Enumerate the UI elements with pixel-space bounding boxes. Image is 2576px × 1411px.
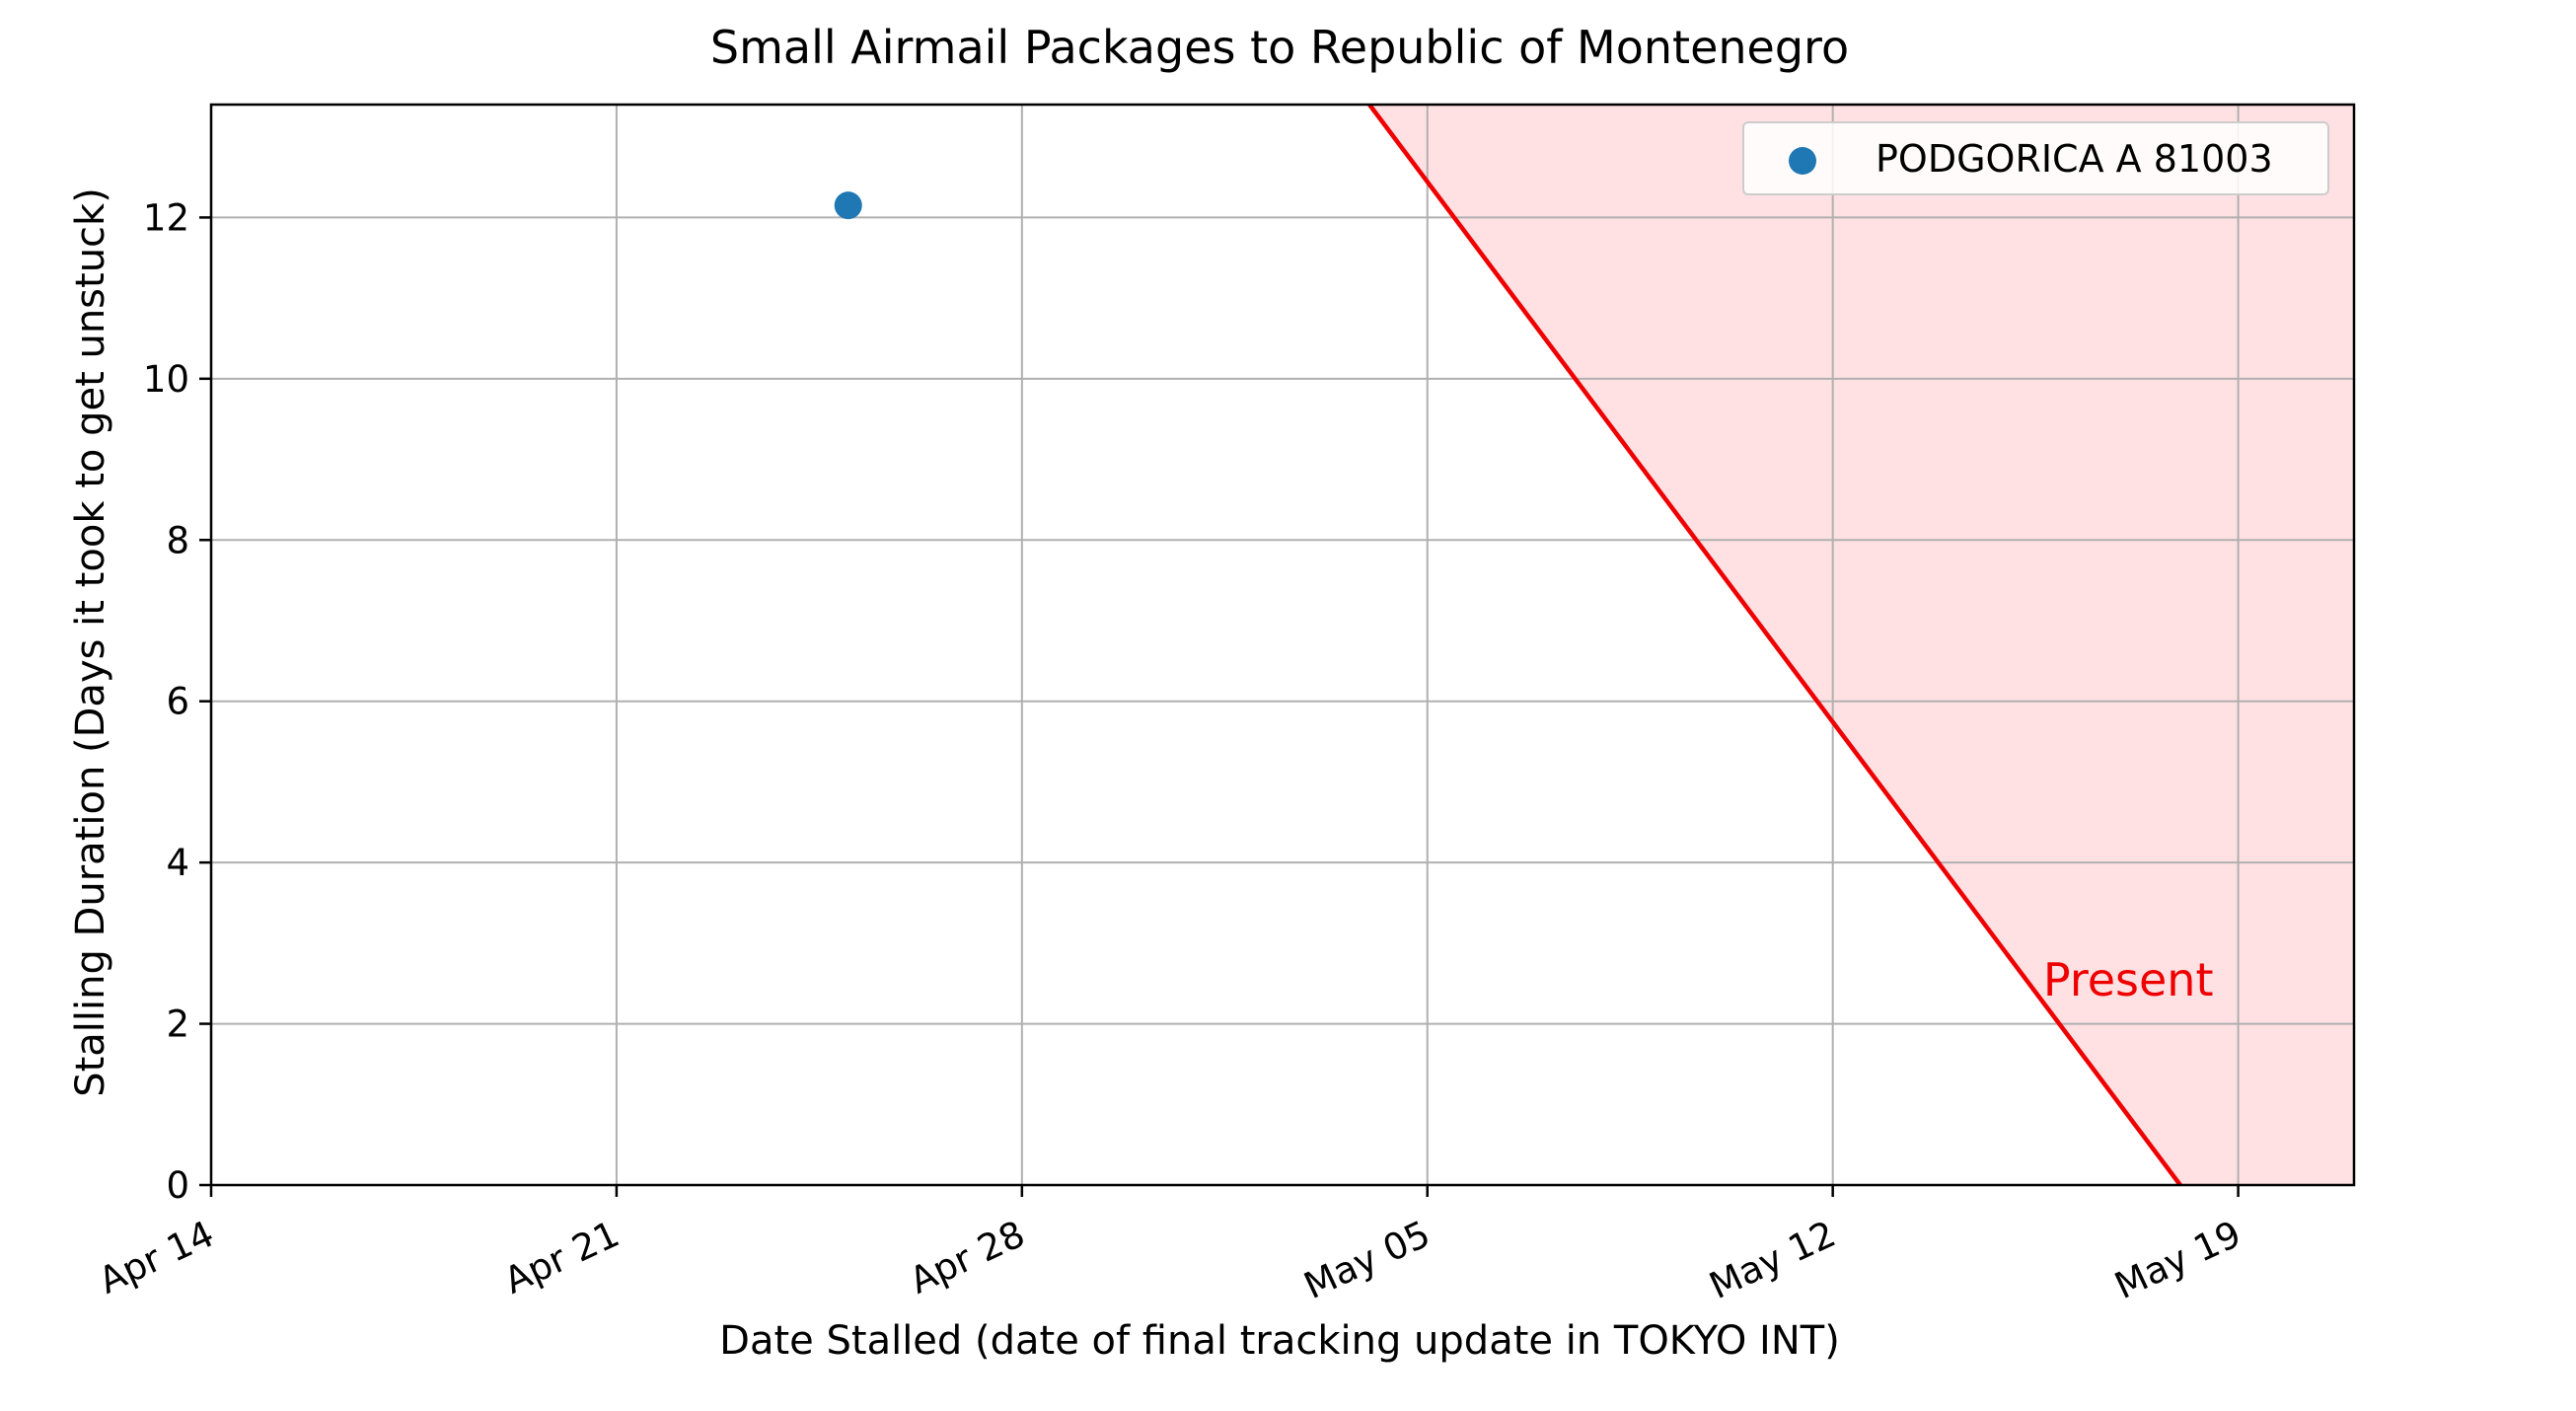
data-points [834, 191, 862, 220]
legend-label: PODGORICA A 81003 [1876, 137, 2273, 181]
y-tick-label: 2 [166, 1003, 189, 1046]
y-tick-label: 6 [166, 681, 189, 723]
y-axis: 0 2 4 6 8 10 12 [143, 196, 211, 1207]
y-tick-label: 12 [143, 196, 189, 239]
x-axis-label: Date Stalled (date of final tracking upd… [719, 1318, 1840, 1364]
present-label: Present [2043, 953, 2214, 1006]
legend: PODGORICA A 81003 [1742, 121, 2329, 195]
plot-frame [209, 103, 2356, 1187]
legend-marker [1789, 147, 1816, 175]
present-region-shading [1369, 105, 2354, 1185]
legend-box [1742, 121, 2329, 195]
chart-title: Small Airmail Packages to Republic of Mo… [710, 21, 1849, 74]
plot-area: Present [209, 103, 2356, 1187]
y-tick-label: 0 [166, 1164, 189, 1207]
y-axis-label: Stalling Duration (Days it took to get u… [68, 187, 113, 1097]
y-tick-label: 8 [166, 519, 189, 561]
y-tick-label: 10 [143, 358, 189, 401]
y-tick-label: 4 [166, 842, 189, 884]
present-line [1367, 103, 2182, 1187]
data-point [834, 191, 862, 220]
